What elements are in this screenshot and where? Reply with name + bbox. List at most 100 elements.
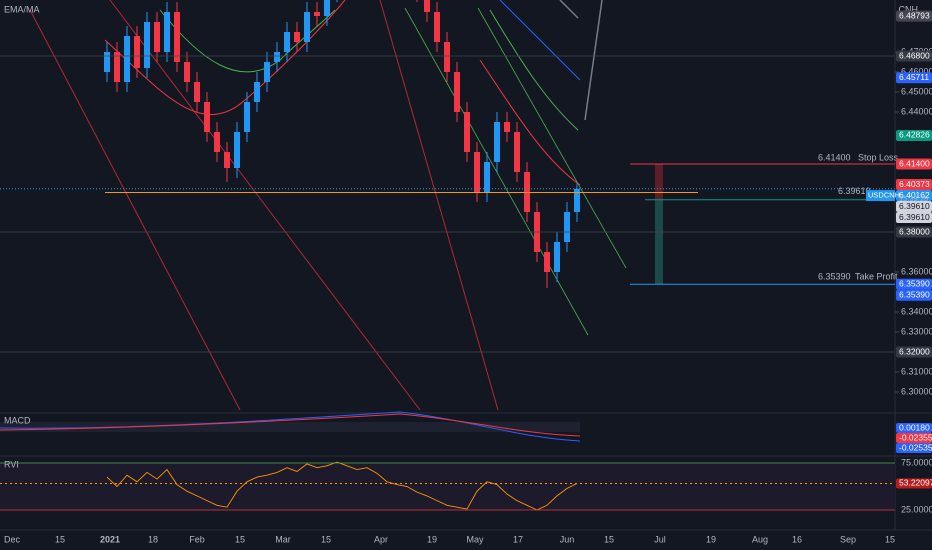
forecast-line xyxy=(584,0,603,121)
x-tick-label: May xyxy=(466,534,484,544)
candle-body xyxy=(424,0,430,12)
price-tag-label: 6.46800 xyxy=(899,50,930,60)
macd-tag-label: -0.02535 xyxy=(899,442,932,452)
x-tick-label: 19 xyxy=(706,534,716,544)
indicator-label: EMA/MA xyxy=(4,4,40,14)
x-tick-label: Mar xyxy=(275,534,291,544)
macd-title: MACD xyxy=(4,415,31,425)
stop-loss-text: Stop Loss xyxy=(858,152,899,162)
candle-body xyxy=(324,0,330,16)
price-tag xyxy=(896,72,932,84)
x-tick-label: 15 xyxy=(885,534,895,544)
y-tick-label: 6.45000 xyxy=(901,86,932,96)
rvi-level-label: 75.00000 xyxy=(901,457,932,467)
moving-average xyxy=(159,9,336,73)
candle-body xyxy=(444,42,450,72)
candle-body xyxy=(124,36,130,82)
x-tick-label: Aug xyxy=(752,534,768,544)
price-tag xyxy=(896,289,932,301)
candle-body xyxy=(474,152,480,192)
forecast-line xyxy=(559,0,579,19)
candle-body xyxy=(304,12,310,42)
candle-body xyxy=(274,52,280,62)
candle-body xyxy=(284,32,290,52)
candles xyxy=(104,0,580,288)
moving-average xyxy=(479,59,581,186)
candle-body xyxy=(514,132,520,172)
rvi-band xyxy=(0,463,895,510)
price-tag-label: 6.38000 xyxy=(899,226,930,236)
currency: CNH xyxy=(899,4,919,14)
y-tick-label: 6.30000 xyxy=(901,386,932,396)
candle-body xyxy=(264,62,270,82)
position-bar xyxy=(655,164,663,284)
rvi xyxy=(106,461,578,511)
price-tag xyxy=(896,212,932,224)
price-tag-label: 6.39610 xyxy=(899,201,930,211)
x-tick-label: Sep xyxy=(840,534,856,544)
candle-body xyxy=(454,72,460,112)
signal-line xyxy=(0,413,581,437)
price-tag xyxy=(896,179,932,191)
candle-body xyxy=(114,52,120,82)
price-tag xyxy=(896,129,932,141)
y-tick-label: 6.34000 xyxy=(901,306,932,316)
price-tag-label: 6.41400 xyxy=(899,158,930,168)
price-tag xyxy=(896,158,932,170)
candle-body xyxy=(194,82,200,102)
price-tag-label: 6.42826 xyxy=(899,130,930,140)
candle-body xyxy=(174,12,180,62)
moving-average xyxy=(104,0,346,116)
price-tag xyxy=(896,190,932,202)
candle-body xyxy=(204,102,210,132)
macd-tag xyxy=(896,433,932,443)
channel-line xyxy=(29,9,241,410)
macd-tag-label: -0.02355 xyxy=(899,432,932,442)
x-tick-label: Dec xyxy=(4,534,21,544)
rvi-tag-label: 53.22097 xyxy=(899,478,932,488)
price-tag xyxy=(896,10,932,22)
candle-body xyxy=(144,22,150,68)
x-tick-label: 2021 xyxy=(100,534,120,544)
candle-body xyxy=(254,82,260,102)
candle-body xyxy=(434,12,440,42)
position-bar xyxy=(655,164,663,200)
x-tick-label: 15 xyxy=(604,534,614,544)
y-tick-label: 6.33000 xyxy=(901,326,932,336)
price-tag-label: 6.40373 xyxy=(899,179,930,189)
candle-body xyxy=(184,62,190,82)
candle-body xyxy=(504,122,510,132)
x-tick-label: Jun xyxy=(560,534,575,544)
x-tick-label: 19 xyxy=(427,534,437,544)
price-tag-label: 6.35390 xyxy=(899,278,930,288)
x-tick-label: 17 xyxy=(513,534,523,544)
symbol-label: USDCNH xyxy=(868,191,900,200)
price-tag-label: 6.39610 xyxy=(899,212,930,222)
x-tick-label: 15 xyxy=(235,534,245,544)
symbol-tag xyxy=(866,190,895,202)
entry-price: 6.39610 xyxy=(838,186,871,196)
candle-body xyxy=(484,162,490,192)
x-tick-label: 18 xyxy=(148,534,158,544)
price-tag-label: 6.32000 xyxy=(899,346,930,356)
rvi-line xyxy=(106,461,578,511)
y-tick-label: 6.36000 xyxy=(901,266,932,276)
macd-tag xyxy=(896,423,932,433)
candle-body xyxy=(214,132,220,152)
price-tag-label: 6.35390 xyxy=(899,289,930,299)
price-tag xyxy=(896,226,932,238)
macd-tag-label: 0.00180 xyxy=(899,422,930,432)
candle-body xyxy=(554,242,560,272)
take-profit-text: Take Profit xyxy=(855,272,898,282)
price-tag-label: 6.45711 xyxy=(899,72,929,82)
price-tag xyxy=(896,278,932,290)
macd-tag xyxy=(896,443,932,453)
channel-line xyxy=(109,0,421,410)
countdown: 15:39:28 xyxy=(899,194,928,203)
candle-body xyxy=(134,36,140,68)
x-tick-label: 15 xyxy=(55,534,65,544)
y-tick-label: 6.46000 xyxy=(901,66,932,76)
candle-body xyxy=(574,188,580,212)
